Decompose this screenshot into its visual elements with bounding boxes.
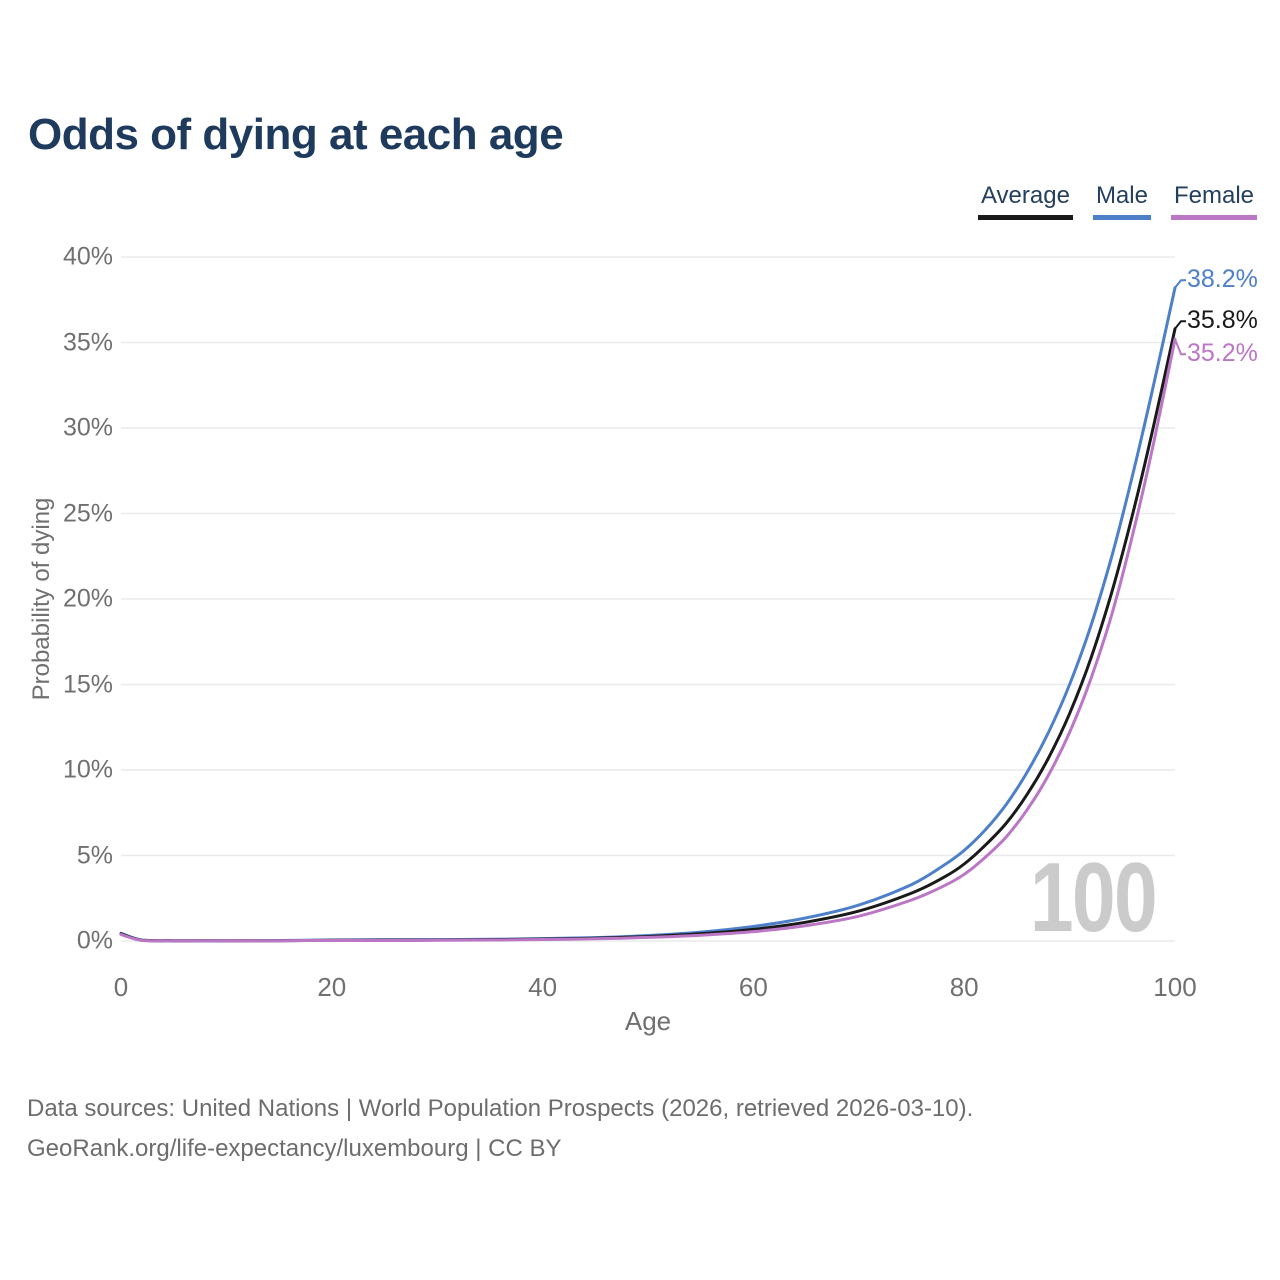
x-axis-title: Age	[624, 1006, 672, 1036]
end-label-connector-female	[1174, 338, 1186, 356]
footer: Data sources: United Nations | World Pop…	[27, 1089, 973, 1169]
x-tick-label-80: 80	[949, 972, 979, 1002]
y-tick-label-40%: 40%	[62, 242, 113, 271]
x-tick-label-100: 100	[1153, 972, 1197, 1002]
y-tick-label-5%: 5%	[76, 841, 113, 869]
y-tick-label-10%: 10%	[62, 755, 113, 784]
y-tick-label-35%: 35%	[62, 328, 113, 356]
x-tick-label-40: 40	[528, 972, 558, 1002]
y-tick-label-30%: 30%	[62, 413, 113, 442]
footer-line-2: GeoRank.org/life-expectancy/luxembourg |…	[27, 1135, 562, 1162]
footer-line-1: Data sources: United Nations | World Pop…	[27, 1095, 974, 1122]
y-tick-label-25%: 25%	[62, 499, 113, 527]
end-label-male: 38.2%	[1187, 265, 1258, 294]
series-line-female	[119, 337, 1177, 943]
series-line-male	[119, 286, 1177, 943]
end-label-average: 35.8%	[1187, 306, 1258, 335]
legend-item-male[interactable]: Male	[1092, 182, 1151, 220]
y-tick-label-20%: 20%	[62, 584, 113, 613]
end-label-female: 35.2%	[1187, 339, 1258, 368]
x-tick-label-60: 60	[738, 972, 768, 1002]
y-tick-label-15%: 15%	[62, 670, 113, 698]
x-tick-label-20: 20	[317, 972, 347, 1002]
series-line-average	[119, 327, 1177, 943]
chart-title: Odds of dying at each age	[28, 110, 564, 159]
legend-item-average[interactable]: Average	[977, 182, 1073, 220]
y-tick-label-0%: 0%	[76, 926, 113, 955]
watermark-age-100: 100	[1030, 842, 1158, 952]
x-tick-label-0: 0	[113, 972, 129, 1002]
end-label-connector-male	[1174, 279, 1186, 289]
end-label-connector-average	[1174, 320, 1186, 330]
legend-item-female[interactable]: Female	[1170, 182, 1257, 220]
y-axis-title: Probability of dying	[28, 497, 55, 701]
legend: Average Male Female	[977, 182, 1257, 220]
